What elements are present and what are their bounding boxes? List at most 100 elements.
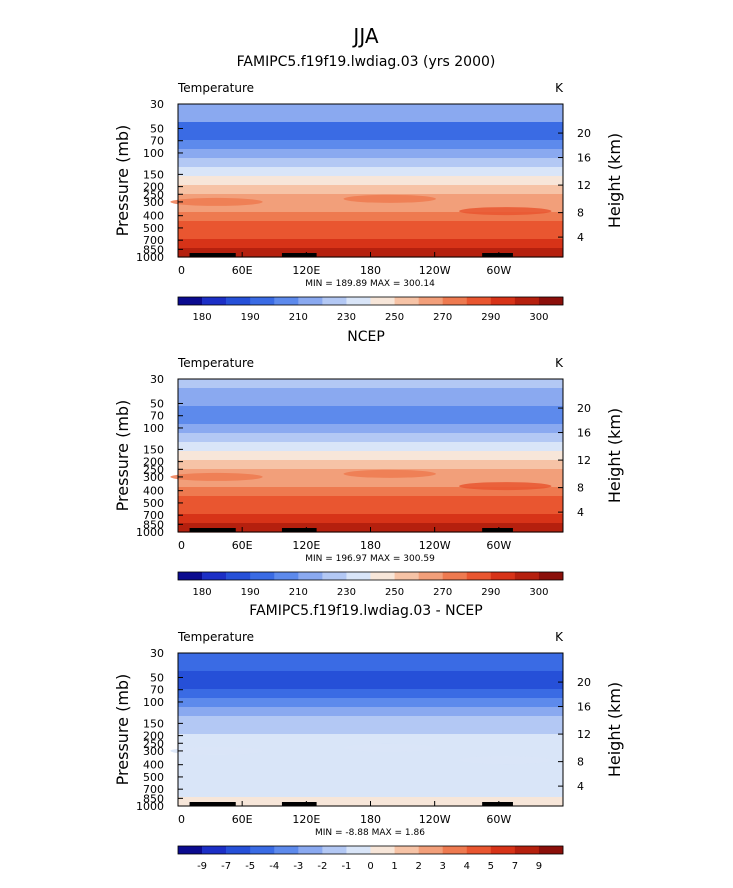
colorbar-swatch <box>274 846 299 854</box>
contour-band <box>178 761 563 771</box>
contour-blob <box>170 746 263 755</box>
y-tick-label: 700 <box>143 509 164 522</box>
y2-tick-label: 12 <box>577 454 591 467</box>
x-tick-label: 120W <box>419 264 451 277</box>
y-tick-label: 850 <box>143 792 164 805</box>
y2-tick-label: 20 <box>577 676 591 689</box>
contour-band <box>178 505 563 515</box>
x-tick-label: 180 <box>360 813 381 826</box>
contour-band <box>178 406 563 416</box>
y2-tick-label: 16 <box>577 152 591 165</box>
x-tick-label: 60E <box>232 813 253 826</box>
units-label: K <box>555 81 564 95</box>
y2-tick-label: 8 <box>577 756 584 769</box>
y2-axis-title: Height (km) <box>605 133 624 228</box>
colorbar-swatch <box>466 297 492 305</box>
colorbar-swatch <box>418 297 443 305</box>
contour-band <box>178 451 563 461</box>
colorbar-swatch <box>514 572 540 580</box>
y-tick-label: 30 <box>150 373 164 386</box>
contour-band <box>178 653 563 663</box>
colorbar-swatch <box>346 297 371 305</box>
topography-mask <box>281 528 317 532</box>
contour-band <box>178 662 563 672</box>
contour-band <box>178 770 563 780</box>
contour-blob <box>170 472 263 481</box>
y-tick-label: 300 <box>143 471 164 484</box>
contour-band <box>178 779 563 789</box>
colorbar-swatch <box>274 572 299 580</box>
colorbar-swatch <box>274 297 299 305</box>
contour-blob <box>459 482 552 491</box>
colorbar-swatch <box>394 572 419 580</box>
colorbar-swatch <box>394 846 419 854</box>
contour-band <box>178 104 563 114</box>
colorbar-swatch <box>322 572 347 580</box>
y2-tick-label: 16 <box>577 427 591 440</box>
y-tick-label: 400 <box>143 210 164 223</box>
colorbar-label: 300 <box>529 587 548 598</box>
contour-band <box>178 478 563 488</box>
colorbar-swatch <box>226 297 251 305</box>
colorbar-swatch <box>202 297 227 305</box>
contour-band <box>178 716 563 726</box>
colorbar-swatch <box>466 572 492 580</box>
x-tick-label: 120W <box>419 813 451 826</box>
contour-band <box>178 487 563 497</box>
contour-band <box>178 788 563 798</box>
colorbar-swatch <box>298 846 323 854</box>
colorbar-swatch <box>202 846 227 854</box>
contour-band <box>178 698 563 708</box>
colorbar-swatch <box>178 572 203 580</box>
contour-band <box>178 397 563 407</box>
figure-title: JJA <box>351 24 378 48</box>
x-tick-label: 60E <box>232 539 253 552</box>
colorbar-label: 290 <box>481 587 500 598</box>
colorbar-label: 190 <box>241 587 260 598</box>
x-tick-label: 0 <box>178 539 185 552</box>
topography-mask <box>189 802 236 806</box>
contour-band <box>178 149 563 159</box>
y-tick-label: 850 <box>143 518 164 531</box>
colorbar-label: 5 <box>488 861 494 872</box>
colorbar-swatch <box>298 297 323 305</box>
colorbar-swatch <box>178 846 203 854</box>
chart-title: FAMIPC5.f19f19.lwdiag.03 (yrs 2000) <box>237 54 496 70</box>
colorbar-label: 290 <box>481 312 500 323</box>
colorbar-label: 270 <box>433 312 452 323</box>
y2-axis-title: Height (km) <box>605 408 624 503</box>
colorbar-swatch <box>226 572 251 580</box>
colorbar-swatch <box>538 846 564 854</box>
colorbar-swatch <box>250 297 275 305</box>
colorbar-swatch <box>370 572 395 580</box>
colorbar-swatch <box>514 297 540 305</box>
colorbar-label: 270 <box>433 587 452 598</box>
colorbar-swatch <box>370 846 395 854</box>
y-tick-label: 50 <box>150 671 164 684</box>
contour-band <box>178 230 563 240</box>
y-tick-label: 250 <box>143 737 164 750</box>
topography-mask <box>281 253 317 257</box>
colorbar-label: -7 <box>221 861 231 872</box>
contour-band <box>178 185 563 195</box>
y-tick-label: 70 <box>150 135 164 148</box>
y-tick-label: 100 <box>143 147 164 160</box>
y-tick-label: 700 <box>143 783 164 796</box>
colorbar-swatch <box>490 297 516 305</box>
y2-tick-label: 8 <box>577 482 584 495</box>
y-tick-label: 250 <box>143 463 164 476</box>
y-tick-label: 400 <box>143 759 164 772</box>
contour-band <box>178 167 563 177</box>
contour-band <box>178 514 563 524</box>
units-label: K <box>555 630 564 644</box>
y2-tick-label: 16 <box>577 701 591 714</box>
contour-band <box>178 689 563 699</box>
colorbar-swatch <box>370 297 395 305</box>
contour-band <box>178 433 563 443</box>
x-tick-label: 60W <box>486 264 511 277</box>
colorbar-label: 4 <box>464 861 470 872</box>
contour-band <box>178 221 563 231</box>
contour-blob <box>343 194 436 203</box>
colorbar-swatch <box>538 572 564 580</box>
